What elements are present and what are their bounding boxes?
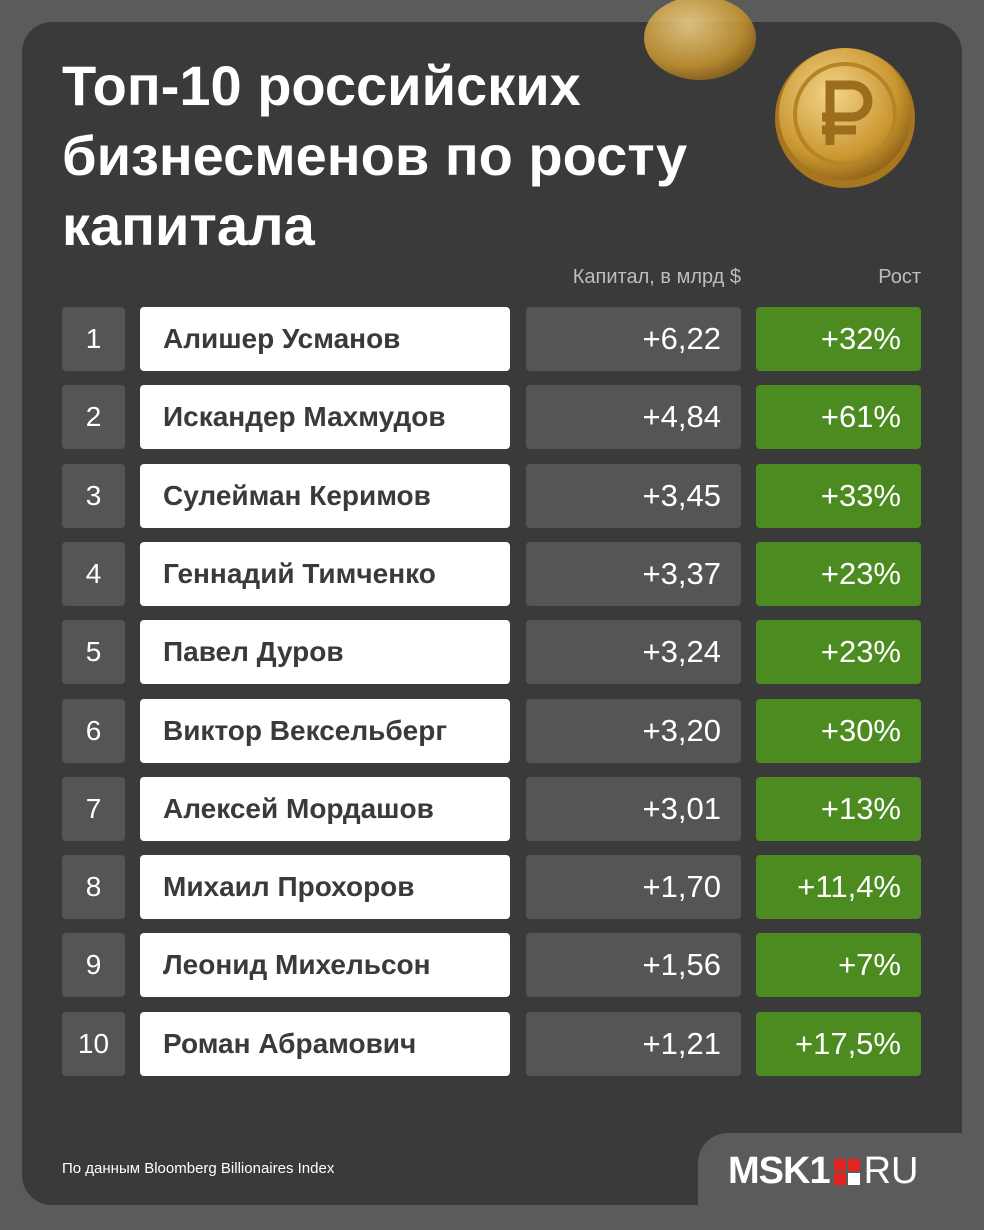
capital-cell: +1,21 xyxy=(526,1011,741,1076)
rank-cell: 10 xyxy=(62,1011,125,1076)
coin xyxy=(644,0,756,80)
rank-cell: 3 xyxy=(62,463,125,528)
growth-cell: +30% xyxy=(756,698,921,763)
name-cell: Павел Дуров xyxy=(140,620,510,685)
name-cell: Виктор Вексельберг xyxy=(140,698,510,763)
capital-cell: +3,01 xyxy=(526,776,741,841)
capital-cell: +3,20 xyxy=(526,698,741,763)
capital-cell: +3,24 xyxy=(526,620,741,685)
logo-text: MSK1 xyxy=(728,1150,831,1192)
capital-cell: +1,56 xyxy=(526,933,741,998)
logo-text: RU xyxy=(863,1150,919,1192)
name-cell: Михаил Прохоров xyxy=(140,855,510,920)
rank-cell: 2 xyxy=(62,385,125,450)
growth-cell: +11,4% xyxy=(756,855,921,920)
capital-cell: +3,45 xyxy=(526,463,741,528)
name-cell: Геннадий Тимченко xyxy=(140,541,510,606)
growth-cell: +23% xyxy=(756,620,921,685)
logo-icon xyxy=(833,1158,860,1185)
rank-cell: 1 xyxy=(62,307,125,371)
rank-cell: 9 xyxy=(62,933,125,998)
growth-cell: +7% xyxy=(756,933,921,998)
rank-cell: 4 xyxy=(62,541,125,606)
growth-cell: +61% xyxy=(756,385,921,450)
name-cell: Роман Абрамович xyxy=(140,1011,510,1076)
name-cell: Сулейман Керимов xyxy=(140,463,510,528)
capital-cell: +6,22 xyxy=(526,307,741,371)
rank-cell: 6 xyxy=(62,698,125,763)
growth-cell: +13% xyxy=(756,776,921,841)
growth-cell: +23% xyxy=(756,541,921,606)
column-header: Капитал, в млрд $ xyxy=(572,266,741,288)
coins xyxy=(644,0,915,188)
capital-cell: +4,84 xyxy=(526,385,741,450)
capital-cell: +3,37 xyxy=(526,541,741,606)
growth-cell: +33% xyxy=(756,463,921,528)
growth-cell: +32% xyxy=(756,307,921,371)
name-cell: Леонид Михельсон xyxy=(140,933,510,998)
title-line: бизнесменов по росту xyxy=(62,124,688,187)
name-cell: Алексей Мордашов xyxy=(140,776,510,841)
source-note: По данным Bloomberg Billionaires Index xyxy=(62,1160,335,1177)
rank-cell: 7 xyxy=(62,776,125,841)
column-header: Рост xyxy=(878,266,921,288)
logo: MSK1 RU xyxy=(728,1150,918,1193)
rank-cell: 5 xyxy=(62,620,125,685)
rank-cell: 8 xyxy=(62,855,125,920)
card xyxy=(22,22,962,1205)
title-line: капитала xyxy=(62,194,315,257)
name-cell: Искандер Махмудов xyxy=(140,385,510,450)
name-cell: Алишер Усманов xyxy=(140,307,510,371)
growth-cell: +17,5% xyxy=(756,1011,921,1076)
coin-rim xyxy=(793,62,897,166)
ruble-sign xyxy=(822,80,873,145)
capital-cell: +1,70 xyxy=(526,855,741,920)
title-line: Топ-10 российских xyxy=(62,54,581,117)
